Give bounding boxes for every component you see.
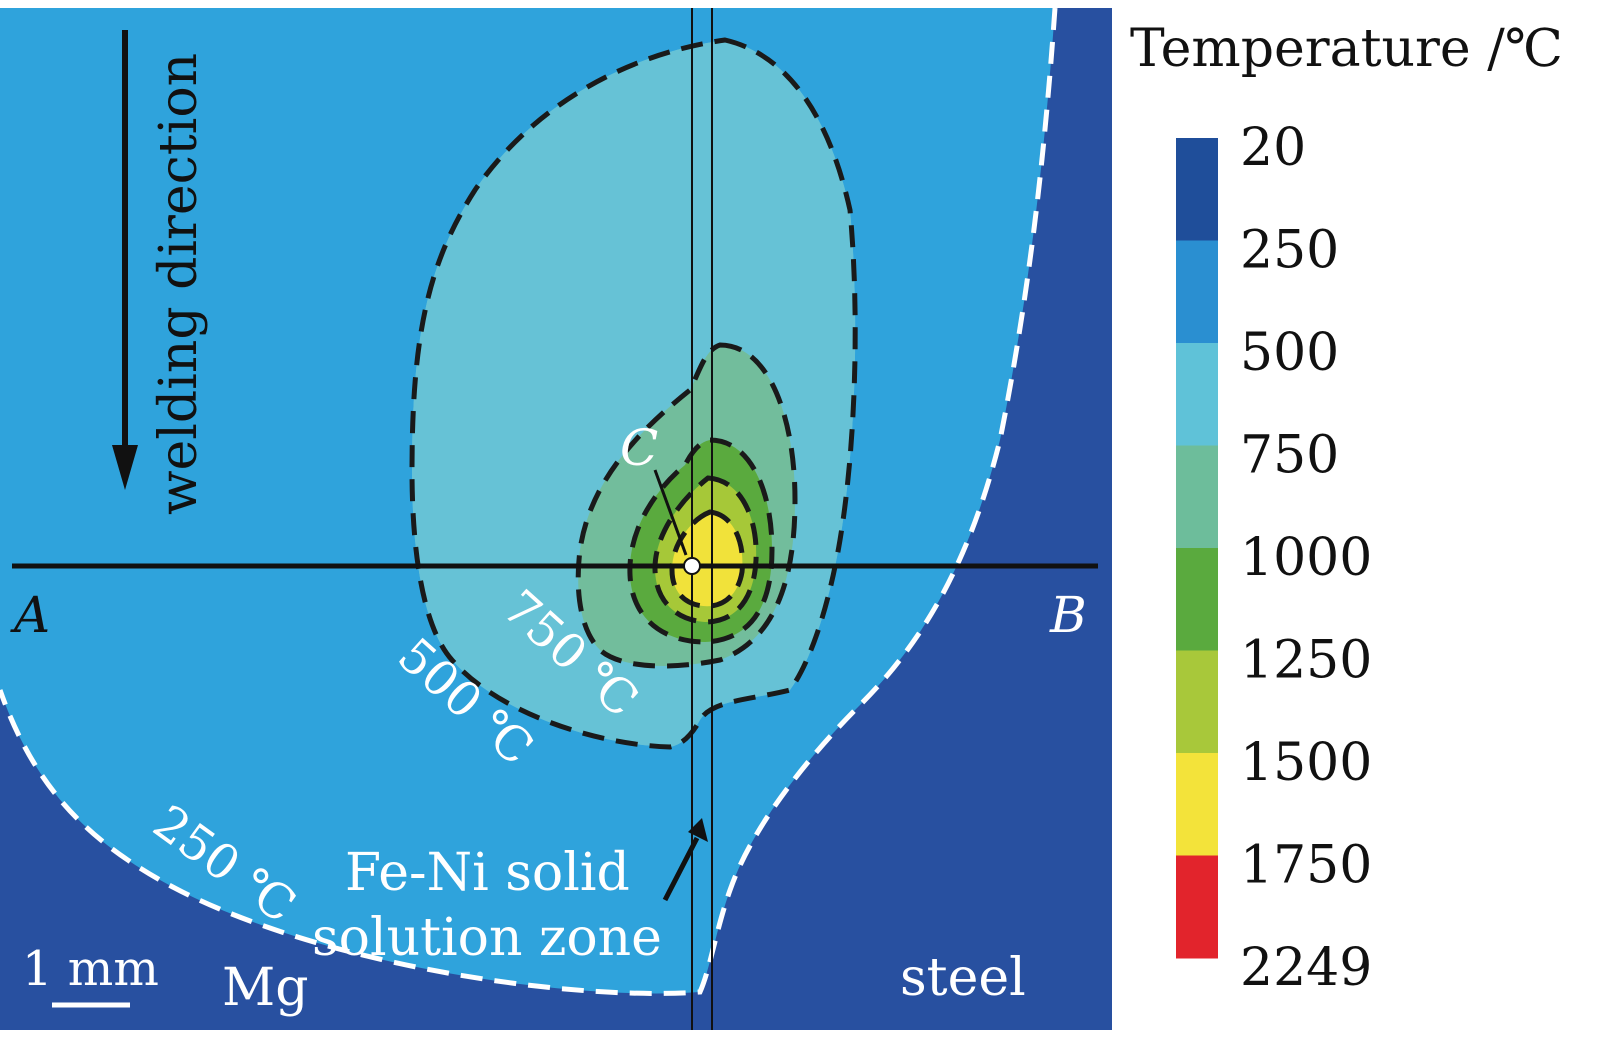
legend-tick-labels: 20 250 500 750 1000 1250 1500 1750 2249: [1240, 118, 1372, 998]
temperature-legend: Temperature /℃ 20 250 500 750 1000 1250 1500 17…: [1130, 19, 1563, 998]
legend-swatch: [1176, 855, 1218, 959]
legend-tick-label: 500: [1240, 323, 1339, 383]
scale-bar-label: 1 mm: [22, 941, 159, 997]
welding-direction-arrow: [112, 30, 138, 490]
material-steel-label: steel: [900, 948, 1026, 1008]
legend-tick-label: 20: [1240, 118, 1306, 178]
legend-swatch: [1176, 240, 1218, 344]
legend-tick-label: 1750: [1240, 836, 1372, 896]
temperature-field-plot: welding direction A B C 750 ℃ 500 ℃ 250 …: [0, 8, 1112, 1030]
point-b-label: B: [1049, 586, 1087, 644]
legend-swatch: [1176, 650, 1218, 754]
point-a-label: A: [10, 586, 50, 644]
material-mg-label: Mg: [222, 958, 309, 1018]
legend-tick-label: 1250: [1240, 631, 1372, 691]
legend-colorbar: [1176, 138, 1218, 959]
legend-tick-label: 2249: [1240, 938, 1372, 998]
legend-tick-label: 750: [1240, 426, 1339, 486]
fe-ni-zone-label-line2: solution zone: [312, 908, 662, 968]
point-c-marker: [683, 557, 701, 575]
legend-tick-label: 1500: [1240, 733, 1372, 793]
legend-tick-label: 1000: [1240, 528, 1372, 588]
point-c-label: C: [620, 419, 658, 477]
legend-title: Temperature /℃: [1130, 19, 1563, 79]
legend-swatch: [1176, 548, 1218, 651]
legend-swatch: [1176, 138, 1218, 241]
point-c-pointer: [653, 469, 688, 556]
legend-tick-label: 250: [1240, 221, 1339, 281]
fe-ni-zone-pointer-arrow: [662, 818, 708, 902]
legend-swatch: [1176, 753, 1218, 856]
legend-swatch: [1176, 343, 1218, 446]
legend-swatch: [1176, 445, 1218, 549]
welding-direction-label: welding direction: [149, 53, 209, 515]
isotherm-250: [0, 8, 1058, 996]
fe-ni-zone-label-line1: Fe-Ni solid: [345, 843, 630, 903]
